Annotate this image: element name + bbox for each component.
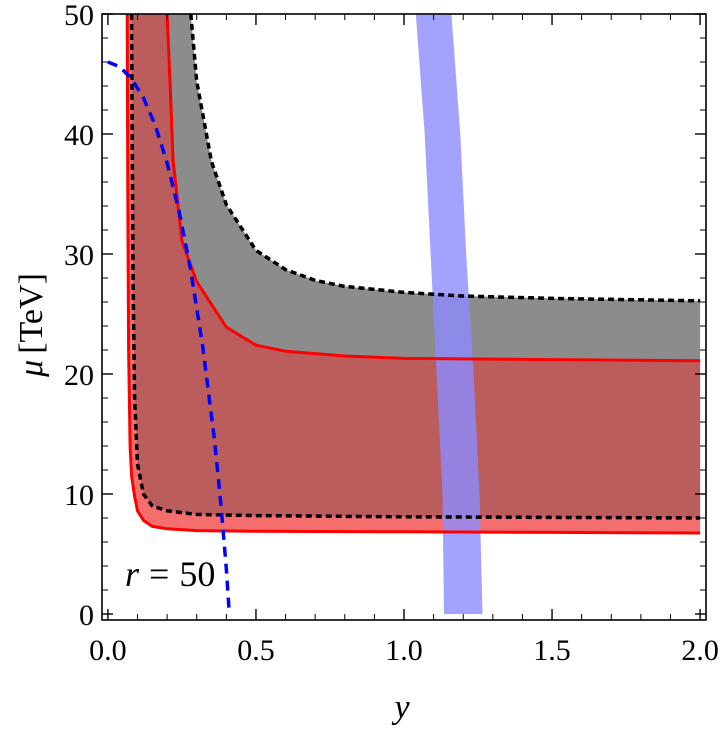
bound-curves	[107, 14, 701, 615]
annotation-equals: =	[149, 554, 169, 594]
annotation-variable: r	[125, 554, 140, 594]
red-curve-3	[125, 14, 701, 535]
blue-dashed-curve	[107, 60, 232, 615]
axis-ticks: 0.0 0.5 1.0 1.5 2.0 0 10 20 30 40 50	[64, 0, 719, 667]
black-dotted-curve-0	[189, 14, 701, 303]
y-axis-symbol: μ	[13, 360, 50, 378]
y-tick-label: 40	[64, 119, 94, 152]
x-axis-title: y	[391, 689, 410, 726]
annotation-value: 50	[179, 554, 215, 594]
r-annotation: r = 50	[125, 554, 215, 594]
gray-band	[167, 14, 701, 361]
y-axis-title: μ [TeV]	[13, 273, 50, 378]
y-axis-unit: [TeV]	[13, 273, 50, 354]
y-tick-label: 20	[64, 359, 94, 392]
x-tick-label: 0.5	[237, 634, 275, 667]
y-tick-label: 0	[79, 599, 94, 632]
y-tick-label: 30	[64, 239, 94, 272]
filled-bands	[127, 14, 701, 614]
y-tick-label: 50	[64, 0, 94, 32]
x-tick-label: 2.0	[681, 634, 719, 667]
x-tick-label: 1.5	[533, 634, 571, 667]
x-tick-label: 1.0	[385, 634, 423, 667]
black-dotted-curve-2	[129, 14, 701, 520]
y-tick-label: 10	[64, 479, 94, 512]
x-tick-label: 0.0	[89, 634, 127, 667]
blue-band	[415, 14, 483, 614]
overlap-band	[131, 14, 701, 518]
red-curve-1	[165, 14, 701, 363]
